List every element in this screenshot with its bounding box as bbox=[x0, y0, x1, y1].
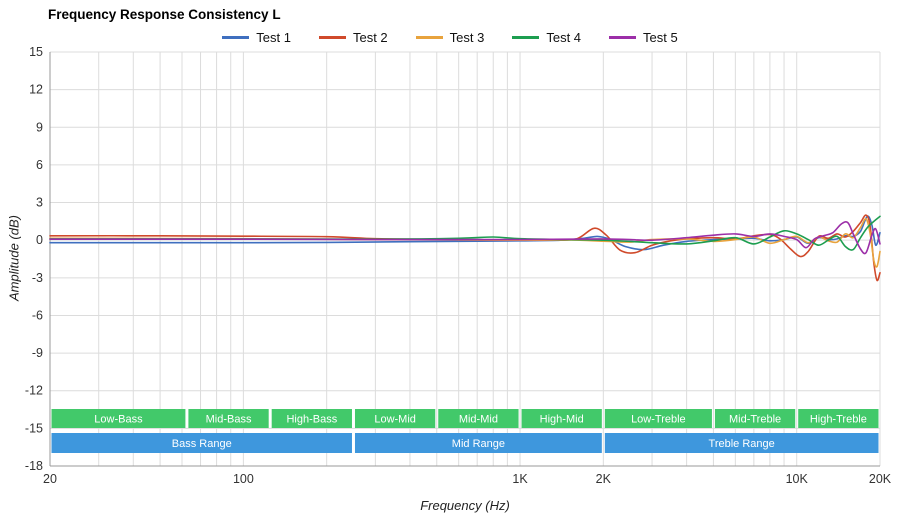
series-line-test-4 bbox=[49, 215, 881, 251]
sub-band bbox=[521, 409, 602, 428]
main-band bbox=[604, 433, 879, 453]
y-tick-label: 6 bbox=[36, 158, 43, 172]
y-tick-label: -3 bbox=[32, 271, 43, 285]
sub-band-label: High-Bass bbox=[286, 414, 337, 426]
sub-band-label: High-Treble bbox=[810, 414, 867, 426]
legend-swatch-line bbox=[512, 35, 540, 39]
sub-band-label: Low-Treble bbox=[631, 414, 686, 426]
legend-swatch-line bbox=[222, 35, 250, 39]
chart-title: Frequency Response Consistency L bbox=[48, 7, 281, 22]
legend-label: Test 3 bbox=[449, 29, 485, 45]
legend-swatch-line bbox=[415, 35, 443, 39]
y-tick-label: 0 bbox=[36, 233, 43, 247]
y-tick-label: -6 bbox=[32, 308, 43, 322]
x-tick-label: 10K bbox=[786, 472, 809, 486]
x-tick-label: 2K bbox=[596, 472, 612, 486]
sub-band-label: Low-Bass bbox=[94, 414, 143, 426]
sub-band bbox=[271, 409, 352, 428]
legend-swatch-line bbox=[609, 35, 637, 39]
main-band-label: Mid Range bbox=[452, 438, 505, 450]
y-axis-title: Amplitude (dB) bbox=[6, 215, 22, 301]
y-tick-label: -12 bbox=[25, 384, 43, 398]
series-line-test-1 bbox=[49, 215, 881, 251]
y-tick-label: -15 bbox=[25, 421, 43, 435]
series-line-test-2 bbox=[49, 214, 881, 282]
legend-label: Test 1 bbox=[256, 29, 291, 45]
legend-item: Test 1 bbox=[222, 30, 291, 45]
legend-item: Test 4 bbox=[512, 30, 581, 45]
sub-band bbox=[354, 409, 436, 428]
x-axis-title: Frequency (Hz) bbox=[420, 498, 510, 513]
legend-item: Test 5 bbox=[609, 30, 678, 45]
sub-band-label: Mid-Bass bbox=[206, 414, 252, 426]
series-line-test-5 bbox=[49, 221, 881, 255]
x-tick-label: 100 bbox=[233, 472, 254, 486]
y-tick-label: 9 bbox=[36, 120, 43, 134]
x-tick-label: 1K bbox=[512, 472, 528, 486]
y-tick-label: 15 bbox=[29, 45, 43, 59]
x-tick-label: 20K bbox=[869, 472, 892, 486]
main-band bbox=[51, 433, 352, 453]
legend-label: Test 2 bbox=[352, 29, 388, 45]
legend-label: Test 4 bbox=[546, 29, 582, 45]
y-tick-label: 3 bbox=[36, 196, 43, 210]
legend-item: Test 2 bbox=[318, 29, 388, 45]
sub-band bbox=[604, 409, 712, 428]
y-tick-label: 12 bbox=[29, 83, 43, 97]
y-tick-label: -9 bbox=[32, 346, 43, 360]
legend-item: Test 3 bbox=[415, 29, 485, 45]
sub-band-label: High-Mid bbox=[540, 414, 584, 426]
legend: Test 1 Test 2 Test 3 Test 4 Test 5 bbox=[0, 28, 900, 46]
sub-band-label: Mid-Mid bbox=[459, 414, 498, 426]
main-band-label: Treble Range bbox=[709, 438, 775, 450]
y-tick-label: -18 bbox=[25, 459, 43, 473]
sub-band-label: Low-Mid bbox=[374, 414, 416, 426]
sub-band bbox=[438, 409, 519, 428]
sub-band bbox=[188, 409, 269, 428]
sub-band-label: Mid-Treble bbox=[729, 414, 781, 426]
legend-label: Test 5 bbox=[643, 29, 678, 45]
sub-band bbox=[714, 409, 796, 428]
sub-band bbox=[798, 409, 879, 428]
main-band bbox=[354, 433, 602, 453]
legend-swatch-line bbox=[318, 35, 346, 39]
main-band-label: Bass Range bbox=[172, 438, 232, 450]
sub-band bbox=[51, 409, 186, 428]
x-tick-label: 20 bbox=[43, 472, 57, 486]
